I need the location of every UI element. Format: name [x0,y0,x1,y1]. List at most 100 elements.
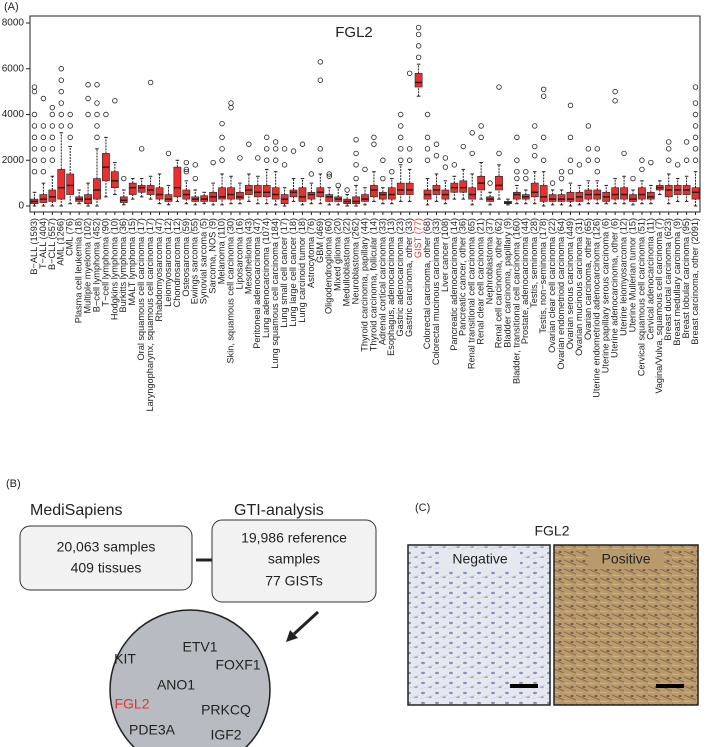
box [620,187,628,200]
outlier [567,102,574,109]
box [495,175,503,191]
x-tick-label: Ovarian clear cell carcinoma (22) [547,218,557,353]
outlier [40,95,47,102]
arrow [292,610,320,636]
x-tick-label: MALT lymphoma (15) [127,218,137,305]
gene-label: KIT [114,651,136,667]
outlier [49,134,56,141]
x-tick-label: Breast ductal carcinoma (623) [663,218,673,341]
x-tick-label: B−ALL (1593) [29,218,39,275]
x-tick-label: Breast carcinoma, other (2091) [690,218,700,345]
outlier [246,141,252,147]
box [459,180,468,193]
outlier [31,111,38,118]
gene-label: IGF2 [210,727,241,743]
outlier [532,123,538,129]
x-tick-label: B−CLL (557) [47,218,57,270]
box [629,194,637,202]
box [691,187,700,200]
outlier [648,159,654,166]
outlier [406,157,413,163]
box [57,169,66,200]
outlier [540,93,547,99]
gene-label: FGL2 [114,696,149,712]
outlier [49,157,56,163]
outlier [567,168,574,175]
box-plot: 0 2000 4000 6000 8000 B−ALL (1593)T−ALL (404)… [2,18,700,412]
x-tick-label: Plasma cell leukemia (18) [74,218,84,323]
outlier [540,134,547,141]
x-tick-label: B−cell lymphoma (452) [91,218,101,312]
x-tick-label: Gastric adenocarcinoma (23) [395,218,405,336]
outlier [630,175,636,182]
outlier [398,134,404,141]
outlier [183,166,190,173]
right-title: GTI-analysis [234,502,324,519]
outlier [40,134,47,141]
outlier [121,175,127,182]
outlier [31,134,38,141]
x-tick-label: Liver cancer (108) [440,218,450,292]
outlier [424,146,431,152]
outlier [398,123,404,129]
outlier [165,150,172,157]
outlier [514,168,520,175]
y-tick-label: 8000 [2,18,25,29]
outlier [353,150,359,157]
outlier [85,111,91,118]
box-text: 20,063 samples [57,539,156,555]
outlier [585,123,592,129]
x-tick-label: Nephroblastoma (37) [485,218,495,304]
outlier [40,157,47,163]
x-tick-label: Colorectal mucinous carcinoma (33) [431,218,441,365]
outlier [237,155,243,161]
outlier [469,150,475,157]
outlier [424,134,431,141]
x-tick-label: Thyroid carcinoma, follicular (14) [368,218,378,351]
panel-label: (B) [6,478,21,490]
x-tick-label: Pancreatic adenocarcinoma (14) [449,218,459,351]
x-tick-label: Cervical adenocarcinoma (11) [645,218,655,340]
x-tick-label: T−ALL (404) [38,218,48,269]
box [325,194,334,202]
x-tick-label: Lung squamous cell carcinoma (184) [270,218,280,369]
outlier [532,152,538,159]
x-tick-label: Cervical squamous cell carcinoma (51) [636,218,646,376]
outlier [94,134,100,141]
outlier [523,175,529,182]
x-tick-label: Colorectal carcinoma, other (68) [422,218,432,349]
outlier [362,166,368,173]
x-tick-label: Mixed glioma (20) [333,218,343,291]
x-tick-label: Neuroblastoma (262) [351,218,361,304]
outlier [398,157,404,163]
outlier [40,168,47,175]
x-tick-label: Ovarian endometrioid carcinoma (64) [556,218,566,370]
outlier [415,43,422,49]
box [262,185,271,198]
box [307,191,316,200]
x-tick-label: Chondrosarcoma (12) [172,218,182,307]
x-tick-label: Ovarian serous carcinoma (449) [565,218,575,349]
outlier [67,134,73,141]
x-tick-label: Uterine Mullerian tumor (15) [627,218,637,332]
outlier [228,100,234,106]
outlier [219,157,225,163]
box [128,182,137,195]
y-tick-label: 4000 [2,109,25,120]
plot-frame [29,15,701,213]
outlier [290,148,297,154]
outlier [58,88,64,95]
y-tick-label: 2000 [2,155,25,166]
outlier [585,146,592,152]
outlier [344,187,350,193]
outlier [692,157,699,163]
x-tick-label: Renal cell carcinoma, other (62) [493,218,503,348]
outlier [281,146,288,152]
box [638,187,646,200]
x-tick-label: Lung adenocarcinoma (1074) [261,218,271,338]
box-text: samples [268,551,320,567]
outlier [674,162,681,168]
x-tick-label: Uterine endometrioid adenocarcinoma (126… [592,218,602,398]
outlier [406,70,413,77]
